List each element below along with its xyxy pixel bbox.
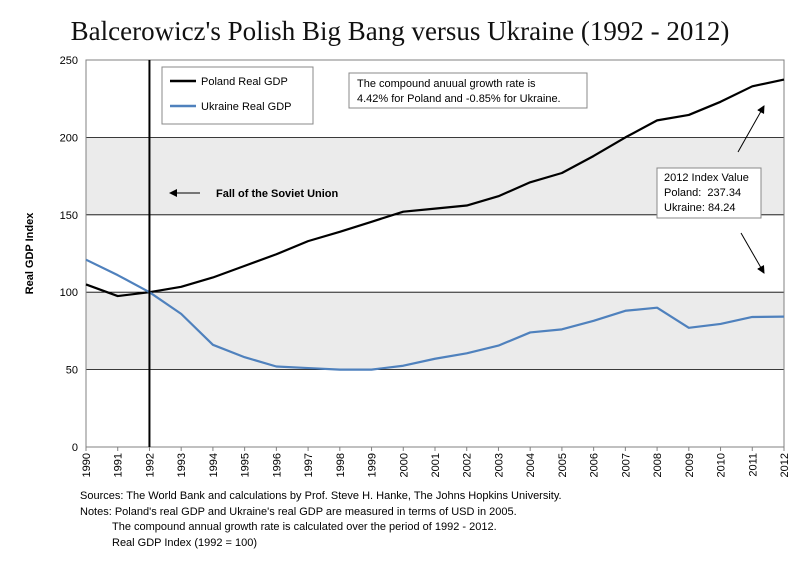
x-tick-label: 2002 bbox=[462, 453, 474, 477]
series-line-poland bbox=[85, 78, 785, 298]
growth-rate-note: The compound anuual growth rate is 4.42%… bbox=[348, 72, 588, 109]
x-tick-label: 2000 bbox=[398, 453, 410, 477]
x-tick-label: 2001 bbox=[430, 453, 442, 477]
notes-line-1: Notes: Poland's real GDP and Ukraine's r… bbox=[80, 505, 517, 518]
x-tick-label: 1997 bbox=[303, 453, 315, 477]
y-tick-label: 250 bbox=[60, 55, 78, 67]
legend-label-poland: Poland Real GDP bbox=[201, 76, 288, 88]
index-value-box: 2012 Index Value Poland: 237.34 Ukraine:… bbox=[656, 105, 765, 274]
x-tick-label: 2004 bbox=[525, 453, 537, 477]
x-tick-label: 2003 bbox=[493, 453, 505, 477]
x-tick-label: 2011 bbox=[747, 453, 759, 477]
x-tick-label: 1996 bbox=[271, 453, 283, 477]
y-tick-label: 150 bbox=[60, 210, 78, 222]
soviet-fall-label: Fall of the Soviet Union bbox=[216, 188, 339, 200]
x-tick-label: 2009 bbox=[684, 453, 696, 477]
ukraine-pointer-arrow bbox=[740, 232, 765, 274]
index-value-ukraine: Ukraine: 84.24 bbox=[664, 202, 736, 214]
notes-line-3: Real GDP Index (1992 = 100) bbox=[112, 536, 258, 549]
notes-line-2: The compound annual growth rate is calcu… bbox=[112, 521, 497, 533]
x-tick-label: 2006 bbox=[589, 453, 601, 477]
x-tick-label: 2007 bbox=[620, 453, 632, 477]
y-axis-label: Real GDP Index bbox=[24, 212, 36, 295]
index-value-title: 2012 Index Value bbox=[664, 172, 749, 184]
y-tick-label: 50 bbox=[66, 365, 78, 377]
x-tick-label: 2010 bbox=[716, 453, 728, 477]
y-tick-label: 0 bbox=[72, 442, 78, 454]
poland-pointer-arrow bbox=[737, 105, 765, 153]
plot-band bbox=[86, 369, 784, 447]
y-tick-label: 100 bbox=[60, 287, 78, 299]
x-tick-label: 1991 bbox=[113, 453, 125, 477]
index-value-poland: Poland: 237.34 bbox=[664, 187, 741, 199]
x-tick-label: 2008 bbox=[652, 453, 664, 477]
legend-label-ukraine: Ukraine Real GDP bbox=[201, 101, 291, 113]
series-line-ukraine bbox=[85, 258, 785, 371]
x-tick-label: 1990 bbox=[81, 453, 93, 477]
x-tick-label: 2005 bbox=[557, 453, 569, 477]
x-tick-label: 1994 bbox=[208, 453, 220, 477]
x-tick-label: 1992 bbox=[144, 453, 156, 477]
x-tick-label: 2012 bbox=[779, 453, 791, 477]
sources-text: Sources: The World Bank and calculations… bbox=[80, 490, 562, 502]
growth-rate-line2: 4.42% for Poland and -0.85% for Ukraine. bbox=[357, 93, 561, 105]
y-tick-label: 200 bbox=[60, 132, 78, 144]
plot-band bbox=[86, 214, 784, 293]
footer-notes: Sources: The World Bank and calculations… bbox=[80, 489, 562, 551]
x-tick-label: 1995 bbox=[240, 453, 252, 477]
soviet-fall-annotation: Fall of the Soviet Union bbox=[169, 188, 339, 200]
x-tick-label: 1999 bbox=[367, 453, 379, 477]
x-tick-label: 1998 bbox=[335, 453, 347, 477]
x-tick-label: 1993 bbox=[176, 453, 188, 477]
chart-title: Balcerowicz's Polish Big Bang versus Ukr… bbox=[70, 16, 730, 46]
plot-band bbox=[86, 292, 784, 370]
legend: Poland Real GDP Ukraine Real GDP bbox=[161, 66, 314, 125]
growth-rate-line1: The compound anuual growth rate is bbox=[357, 78, 536, 90]
